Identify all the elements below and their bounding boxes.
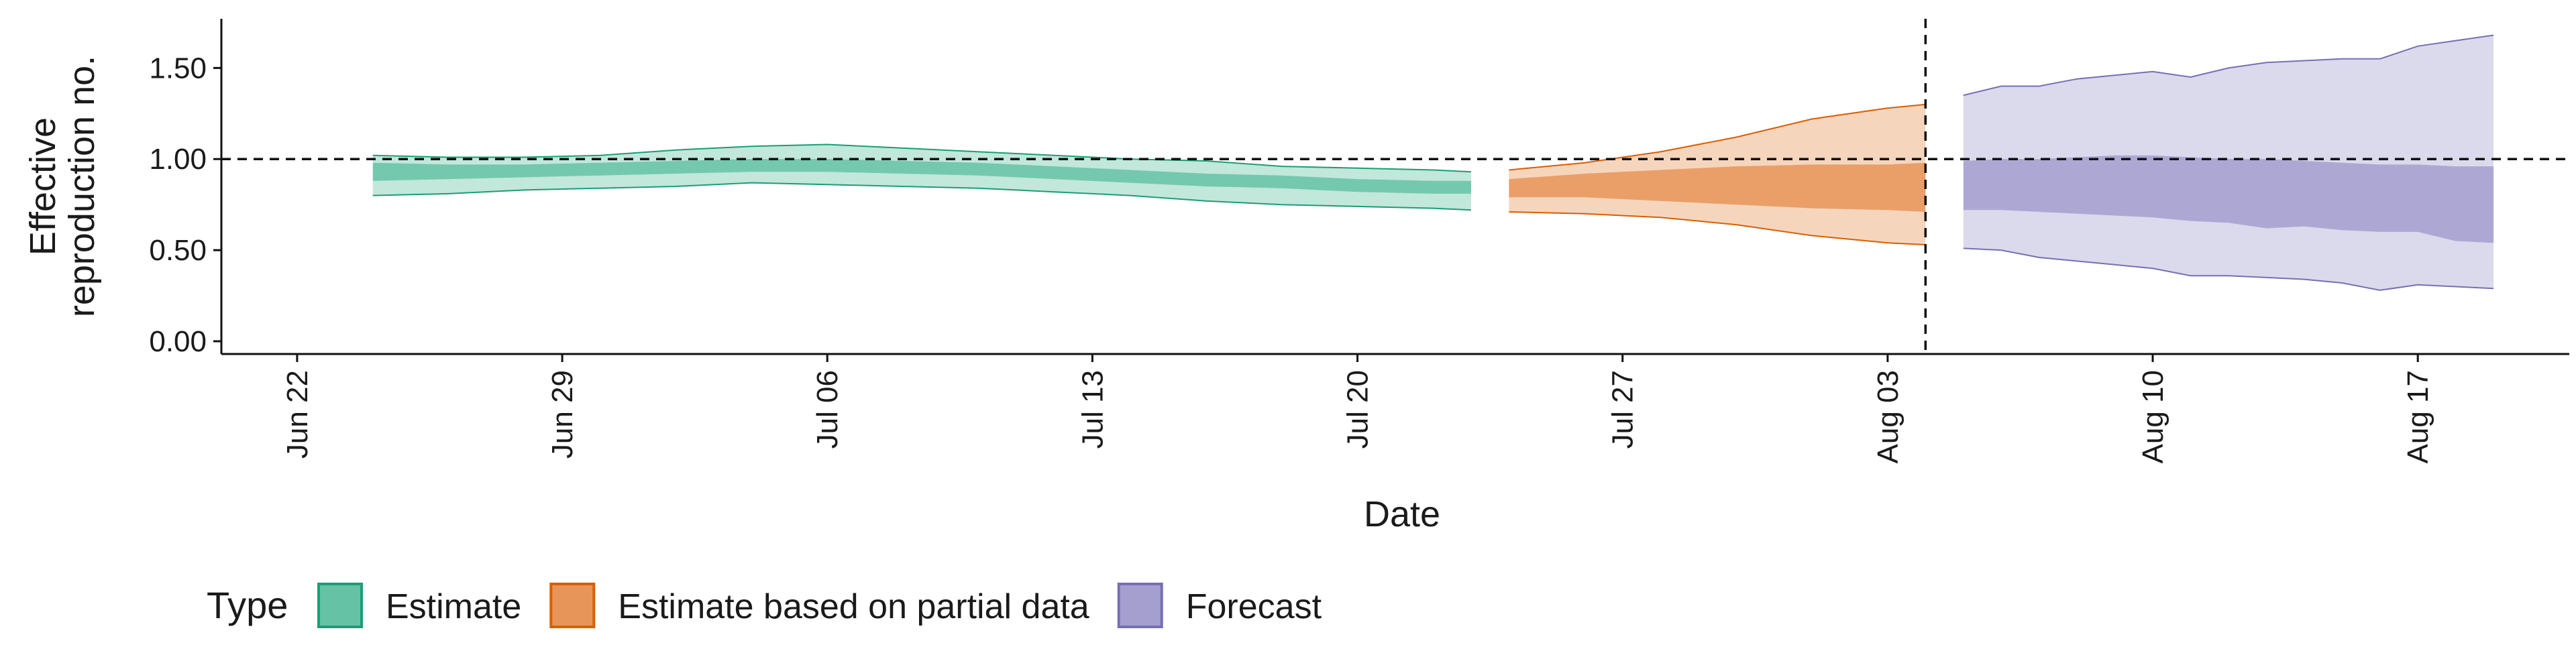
legend-item-estimate: Estimate [317, 583, 521, 628]
x-tick-label: Jun 29 [546, 370, 579, 459]
reference-lines [221, 19, 2569, 354]
x-axis-title: Date [1364, 494, 1440, 534]
legend-label-forecast: Forecast [1186, 587, 1322, 626]
y-axis-title-line-2: reproduction no. [62, 56, 102, 317]
legend-item-estimate-based-on-partial-data: Estimate based on partial data [549, 583, 1089, 628]
y-tick-label: 1.50 [149, 52, 207, 84]
estimate-based-on-partial-data-upper-line [1509, 103, 1926, 171]
forecast-lower-line [1963, 247, 2494, 291]
x-tick-label: Jul 13 [1076, 370, 1109, 449]
x-tick-label: Aug 03 [1872, 370, 1904, 463]
legend-label-estimate: Estimate [386, 587, 521, 626]
estimate-based-on-partial-data-lower-line [1509, 211, 1926, 245]
series-estimate-based-on-partial-data [1509, 103, 1926, 245]
series-estimate [372, 143, 1471, 211]
x-tick-label: Jun 22 [281, 370, 314, 459]
x-tick-label: Aug 17 [2402, 370, 2434, 463]
estimate-band-50 [372, 159, 1471, 194]
y-tick-label: 1.00 [149, 143, 207, 176]
legend-item-forecast: Forecast [1117, 583, 1322, 628]
y-tick-label: 0.50 [149, 234, 207, 267]
legend-label-estimate-based-on-partial-data: Estimate based on partial data [618, 587, 1089, 626]
x-tick-label: Jul 27 [1607, 370, 1640, 449]
y-axis-title-line-1: Effective [23, 117, 63, 255]
legend-swatch-estimate-based-on-partial-data [549, 583, 596, 628]
y-tick-label: 0.00 [149, 325, 207, 358]
estimate-upper-line [372, 143, 1471, 173]
x-tick-label: Jul 20 [1342, 370, 1375, 449]
legend-title: Type [207, 584, 288, 626]
series-forecast [1963, 34, 2494, 291]
estimate-lower-line [372, 182, 1471, 211]
x-tick-label: Jul 06 [811, 370, 844, 449]
x-tick-label: Aug 10 [2137, 370, 2169, 463]
axes-layer: 0.00 0.50 1.00 1.50 Jun 22 Jun 29 Jul 06 Jul 13… [23, 19, 2569, 534]
legend: Type Estimate Estimate based on partial da… [207, 583, 1322, 628]
legend-swatch-forecast [1117, 583, 1163, 628]
estimate-based-on-partial-data-band-50 [1509, 162, 1926, 212]
forecast-upper-line [1963, 34, 2494, 97]
legend-swatch-estimate [317, 583, 363, 628]
forecast-band-50 [1963, 155, 2494, 243]
bands-layer [372, 34, 2494, 291]
